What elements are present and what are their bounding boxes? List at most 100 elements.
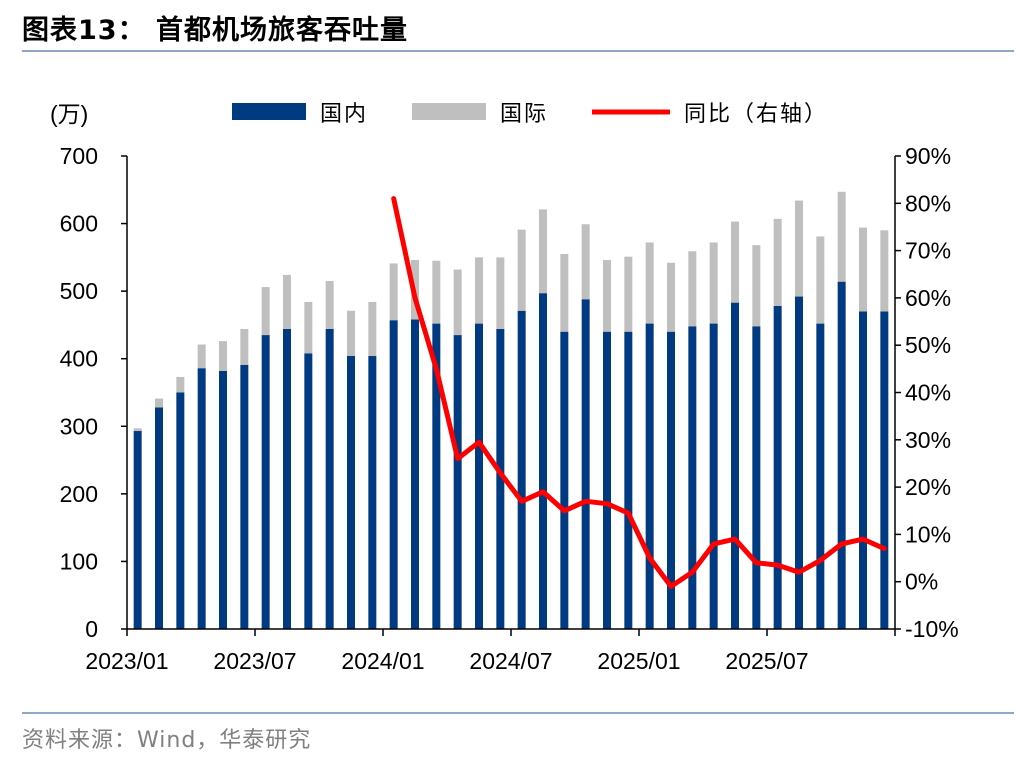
bar-international (773, 218, 782, 307)
bar-domestic (197, 368, 206, 629)
y-right-tick-label: 0% (905, 569, 938, 595)
y-right-tick-label: 90% (905, 143, 951, 169)
bar-domestic (432, 323, 441, 629)
bar-international (539, 209, 547, 294)
y-right-tick-label: 60% (905, 285, 951, 311)
bar-domestic (837, 281, 846, 629)
bar-international (731, 221, 739, 303)
y-right-tick-label: 10% (905, 521, 951, 547)
bar-international (837, 191, 846, 282)
x-tick-label: 2024/01 (341, 648, 424, 674)
bar-international (368, 301, 377, 357)
bar-international (176, 376, 185, 393)
x-tick-label: 2025/01 (597, 648, 680, 674)
y-left-tick-label: 600 (60, 211, 98, 237)
bar-domestic (773, 306, 782, 629)
bar-domestic (347, 356, 355, 629)
yoy-line (391, 196, 887, 589)
bar-domestic (453, 335, 462, 629)
bar-international (581, 224, 590, 300)
bar-international (347, 310, 355, 357)
bar-international (517, 229, 526, 311)
bar-international (859, 227, 867, 312)
bar-international (197, 344, 206, 369)
bar-domestic (581, 299, 590, 629)
x-tick-label: 2025/07 (725, 648, 808, 674)
bar-international (496, 257, 505, 329)
bar-domestic (176, 392, 185, 629)
y-right-tick-label: 40% (905, 380, 951, 406)
bar-domestic (795, 296, 803, 629)
chart-title: 图表13： 首都机场旅客吞吐量 (22, 15, 408, 46)
bar-international (240, 328, 249, 365)
bar-international (261, 287, 270, 336)
y-left-tick-label: 300 (60, 413, 98, 439)
bar-domestic (261, 335, 270, 629)
bar-domestic (325, 328, 334, 629)
bar-international (624, 256, 633, 332)
source-note: 资料来源：Wind，华泰研究 (22, 728, 312, 753)
bar-international (816, 236, 825, 324)
bar-international (475, 257, 483, 324)
bar-international (432, 260, 441, 324)
y-right-tick-label: 50% (905, 332, 951, 358)
bar-international (880, 230, 889, 312)
bar-international (560, 253, 569, 332)
bar-domestic (368, 356, 377, 629)
bar-domestic (475, 323, 483, 629)
bar-domestic (752, 326, 761, 629)
y-left-tick-label: 400 (60, 346, 98, 372)
x-tick-label: 2023/01 (85, 648, 168, 674)
bar-domestic (645, 323, 654, 629)
y-left-tick-label: 500 (60, 278, 98, 304)
bar-domestic (731, 302, 739, 629)
y-right-tick-label: 70% (905, 238, 951, 264)
bar-domestic (219, 370, 227, 629)
bar-domestic (240, 364, 249, 629)
bar-domestic (560, 331, 569, 629)
legend-label-yoy: 同比（右轴） (684, 102, 828, 127)
legend-swatch-international (412, 103, 486, 120)
bottom-rule (22, 712, 1014, 714)
bar-domestic (880, 311, 889, 629)
bar-international (645, 242, 654, 324)
bar-international (219, 341, 227, 371)
bar-international (325, 281, 334, 329)
bar-domestic (667, 331, 675, 629)
bar-domestic (859, 311, 867, 629)
bar-domestic (517, 310, 526, 629)
bar-international (709, 242, 718, 324)
top-rule (22, 50, 1014, 52)
bar-international (453, 269, 462, 336)
y-right-tick-label: 20% (905, 474, 951, 500)
y-left-tick-label: 0 (85, 616, 98, 642)
bar-domestic (496, 328, 505, 629)
bar-domestic (283, 328, 291, 629)
bar-international (133, 428, 142, 432)
legend: (万) 国内 国际 同比（右轴） (50, 101, 828, 127)
bar-international (688, 251, 697, 327)
x-tick-label: 2024/07 (469, 648, 552, 674)
bar-international (304, 301, 313, 354)
bar-domestic (304, 353, 313, 629)
bar-domestic (133, 431, 142, 629)
bar-domestic (603, 331, 611, 629)
bar-domestic (816, 323, 825, 629)
bar-international (795, 200, 803, 297)
legend-label-domestic: 国内 (320, 102, 368, 127)
x-tick-label: 2023/07 (213, 648, 296, 674)
y-right-tick-label: 30% (905, 427, 951, 453)
bar-international (752, 245, 761, 327)
bar-international (155, 398, 163, 408)
legend-label-international: 国际 (500, 102, 548, 127)
bar-international (603, 260, 611, 332)
bar-domestic (539, 293, 547, 629)
bar-domestic (389, 320, 398, 629)
y-right-tick-label: 80% (905, 190, 951, 216)
y-left-tick-label: 200 (60, 481, 98, 507)
y-axis-unit-label: (万) (50, 101, 88, 127)
y-right-tick-label: -10% (905, 616, 959, 642)
bar-domestic (624, 331, 633, 629)
bar-international (283, 274, 291, 329)
